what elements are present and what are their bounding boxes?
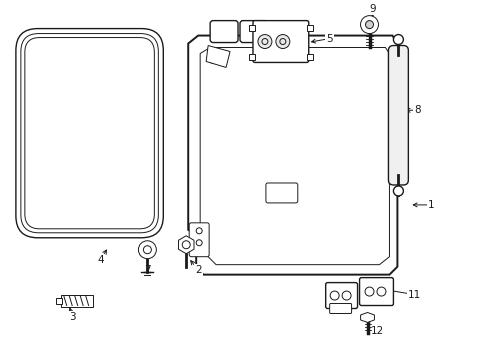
Text: 8: 8 <box>413 105 420 115</box>
FancyBboxPatch shape <box>359 278 393 306</box>
Circle shape <box>393 186 403 196</box>
Text: 11: 11 <box>407 289 420 300</box>
Text: 4: 4 <box>97 255 103 265</box>
Text: 7: 7 <box>144 265 150 275</box>
Polygon shape <box>188 36 397 275</box>
Text: 6: 6 <box>208 50 215 60</box>
Circle shape <box>275 35 289 49</box>
Text: 10: 10 <box>330 297 344 307</box>
Circle shape <box>360 15 378 33</box>
Text: 1: 1 <box>427 200 434 210</box>
Bar <box>61 294 92 306</box>
FancyBboxPatch shape <box>252 21 308 62</box>
Circle shape <box>393 35 403 45</box>
Text: 12: 12 <box>370 327 384 336</box>
Polygon shape <box>178 236 194 254</box>
Circle shape <box>365 21 373 28</box>
Circle shape <box>258 35 271 49</box>
FancyBboxPatch shape <box>189 223 209 257</box>
Circle shape <box>138 241 156 259</box>
Polygon shape <box>360 312 374 323</box>
Bar <box>306 54 312 60</box>
Text: 9: 9 <box>368 4 375 14</box>
FancyBboxPatch shape <box>240 21 267 42</box>
Bar <box>306 24 312 31</box>
FancyBboxPatch shape <box>325 283 357 309</box>
Bar <box>248 24 254 31</box>
Bar <box>248 54 254 60</box>
Polygon shape <box>206 45 229 67</box>
FancyBboxPatch shape <box>329 303 351 314</box>
Text: 5: 5 <box>325 33 332 44</box>
FancyBboxPatch shape <box>210 21 238 42</box>
Bar <box>56 298 61 303</box>
Text: 2: 2 <box>195 265 201 275</box>
Text: 3: 3 <box>69 312 76 323</box>
FancyBboxPatch shape <box>387 45 407 185</box>
